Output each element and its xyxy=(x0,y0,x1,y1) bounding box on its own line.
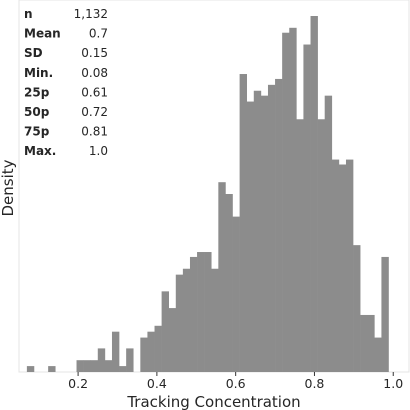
histogram-bar xyxy=(296,119,304,372)
x-tick-label: 0.6 xyxy=(226,376,246,391)
histogram-bar xyxy=(76,360,84,372)
stat-label: Min. xyxy=(24,66,53,80)
histogram-bar xyxy=(289,27,297,373)
histogram-bar xyxy=(338,164,347,372)
histogram-bar xyxy=(345,159,354,372)
histogram-bar xyxy=(189,256,198,372)
histogram-bar xyxy=(225,194,233,372)
histogram-bar xyxy=(97,348,106,372)
stat-label: Max. xyxy=(24,144,56,158)
histogram-bar xyxy=(168,308,177,372)
histogram-bar xyxy=(211,268,219,372)
histogram-bar xyxy=(275,78,283,372)
x-axis-title: Tracking Concentration xyxy=(126,393,300,410)
stat-value: 0.08 xyxy=(81,66,108,80)
histogram-bar xyxy=(140,337,148,372)
stat-label: 75p xyxy=(24,125,50,139)
stat-value: 0.61 xyxy=(81,85,108,99)
x-axis-ticks: 0.2 0.4 0.6 0.8 1.0 xyxy=(68,372,403,391)
histogram-bar xyxy=(331,159,340,372)
histogram-bar xyxy=(26,366,35,372)
stat-label: n xyxy=(24,7,33,21)
histogram-bar xyxy=(267,84,276,372)
histogram-bar xyxy=(239,74,247,373)
stat-label: 25p xyxy=(24,85,50,99)
histogram-bar xyxy=(232,216,240,372)
histogram-bar xyxy=(154,325,162,372)
stat-value: 0.7 xyxy=(89,27,108,41)
y-axis-title: Density xyxy=(0,159,17,216)
stat-label: Mean xyxy=(24,27,61,41)
summary-stats: n 1,132 Mean 0.7 SD 0.15 Min. 0.08 25p 0.61 50p 0.7… xyxy=(24,7,108,158)
histogram-bar xyxy=(83,360,91,372)
histogram-bar xyxy=(310,16,318,372)
histogram-bar xyxy=(126,348,134,372)
histogram-bar xyxy=(246,101,255,372)
histogram-bar xyxy=(253,90,262,373)
stat-value: 0.15 xyxy=(81,46,108,60)
histogram-bar xyxy=(182,268,191,372)
stat-label: SD xyxy=(24,46,43,60)
histogram-bar xyxy=(104,360,113,372)
histogram-bar xyxy=(381,256,389,372)
histogram-bar xyxy=(360,314,368,372)
histogram-bar xyxy=(48,366,56,372)
histogram-bar xyxy=(303,44,311,373)
histogram-bar xyxy=(260,95,269,372)
histogram-bar xyxy=(119,366,127,372)
histogram-bar xyxy=(353,245,361,372)
stat-value: 1,132 xyxy=(74,7,108,21)
x-tick-label: 0.2 xyxy=(68,376,88,391)
histogram-bar xyxy=(204,252,212,372)
histogram-bar xyxy=(197,252,205,372)
histogram-bar xyxy=(218,182,226,372)
histogram-bar xyxy=(161,291,169,372)
stat-value: 0.72 xyxy=(81,105,108,119)
histogram-bar xyxy=(317,119,325,372)
x-tick-label: 0.4 xyxy=(147,376,167,391)
histogram-bar xyxy=(111,331,120,372)
stat-label: 50p xyxy=(24,105,50,119)
histogram-bar xyxy=(175,274,184,372)
histogram-bar xyxy=(147,331,155,372)
stat-value: 0.81 xyxy=(81,125,108,139)
histogram-bar xyxy=(90,360,99,372)
histogram-bar xyxy=(324,95,333,372)
x-tick-label: 1.0 xyxy=(383,376,403,391)
stat-value: 1.0 xyxy=(89,144,108,158)
histogram-bars xyxy=(26,16,389,373)
histogram-bar xyxy=(367,314,375,372)
histogram-bar xyxy=(374,337,382,372)
histogram-bar xyxy=(282,32,290,372)
x-tick-label: 0.8 xyxy=(305,376,325,391)
